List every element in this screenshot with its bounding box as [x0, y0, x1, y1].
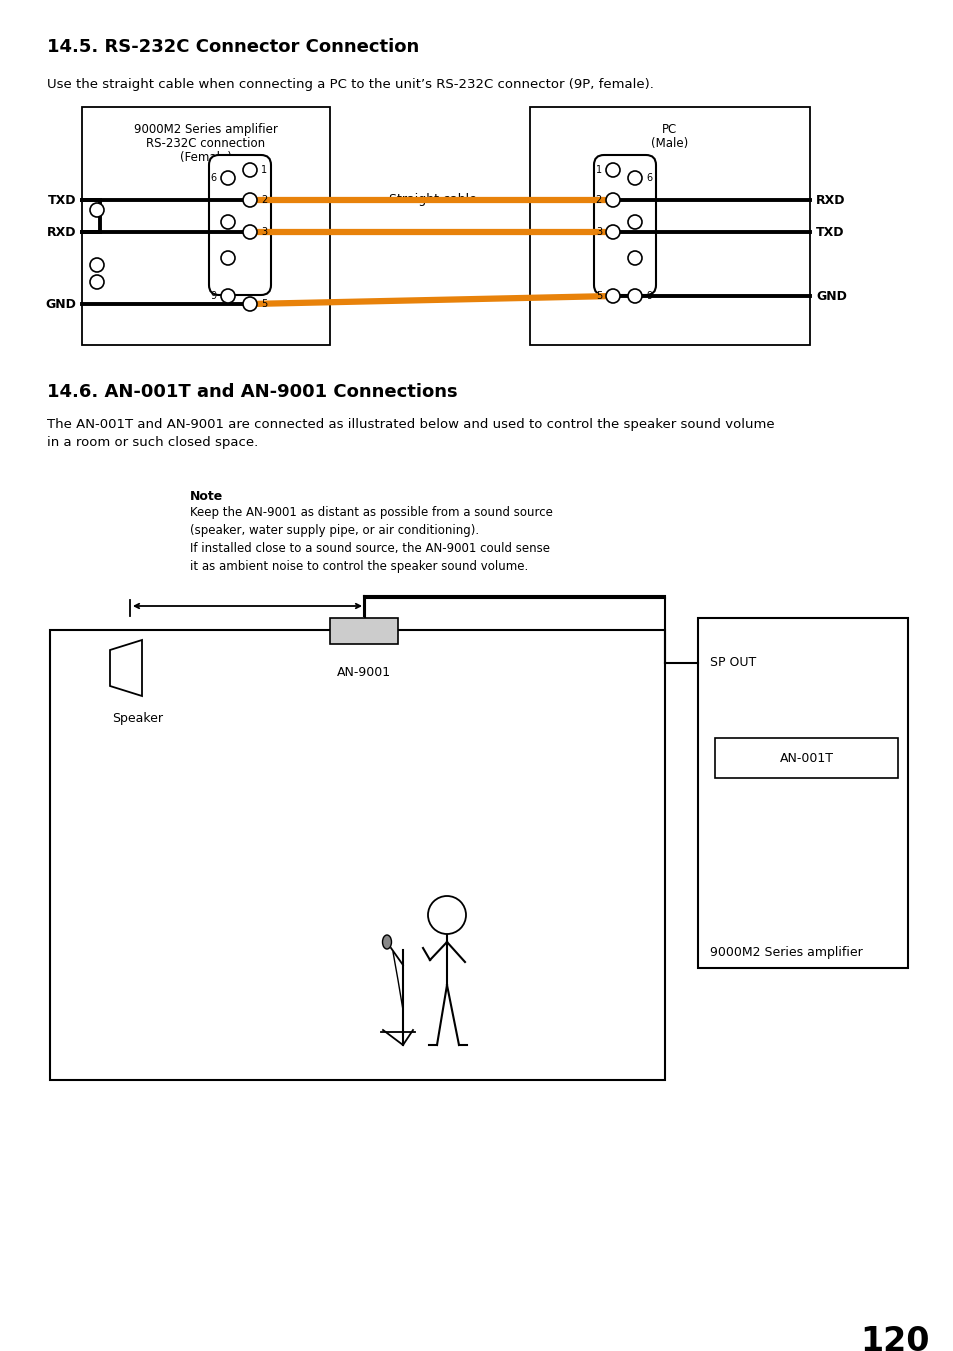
Text: SP OUT: SP OUT	[709, 657, 756, 669]
Ellipse shape	[382, 935, 391, 948]
Text: 9000M2 Series amplifier: 9000M2 Series amplifier	[709, 946, 862, 959]
Circle shape	[90, 258, 104, 272]
Bar	[50, 630, 664, 1079]
Text: RXD: RXD	[815, 193, 844, 207]
Circle shape	[243, 193, 256, 207]
Circle shape	[605, 193, 619, 207]
Text: 5: 5	[595, 290, 601, 301]
Circle shape	[605, 226, 619, 239]
Text: Use the straight cable when connecting a PC to the unit’s RS-232C connector (9P,: Use the straight cable when connecting a…	[47, 78, 653, 91]
Circle shape	[221, 251, 234, 265]
Circle shape	[243, 163, 256, 177]
Bar	[82, 107, 330, 345]
Text: 2: 2	[261, 195, 267, 205]
Circle shape	[243, 297, 256, 311]
Text: 9: 9	[645, 290, 652, 301]
Polygon shape	[110, 640, 142, 696]
Text: 9000M2 Series amplifier: 9000M2 Series amplifier	[134, 123, 277, 136]
Text: 120: 120	[860, 1325, 929, 1351]
Bar	[530, 107, 809, 345]
Text: Keep the AN-9001 as distant as possible from a sound source
(speaker, water supp: Keep the AN-9001 as distant as possible …	[190, 507, 553, 573]
Circle shape	[627, 289, 641, 303]
Text: Straight cable: Straight cable	[388, 193, 476, 207]
Circle shape	[221, 289, 234, 303]
Text: TXD: TXD	[815, 226, 843, 239]
Text: 9: 9	[211, 290, 216, 301]
Text: 5: 5	[261, 299, 267, 309]
Text: (Female): (Female)	[180, 151, 232, 163]
Circle shape	[428, 896, 465, 934]
Circle shape	[221, 172, 234, 185]
Bar	[714, 738, 897, 778]
Circle shape	[627, 215, 641, 230]
Circle shape	[605, 289, 619, 303]
Text: 6: 6	[645, 173, 652, 182]
Text: 1: 1	[596, 165, 601, 176]
Text: AN-001T: AN-001T	[779, 751, 833, 765]
Text: GND: GND	[815, 289, 846, 303]
Text: GND: GND	[45, 297, 76, 311]
Text: (Male): (Male)	[651, 136, 688, 150]
Circle shape	[627, 251, 641, 265]
Circle shape	[243, 226, 256, 239]
Text: Speaker: Speaker	[112, 712, 163, 725]
Bar	[698, 617, 907, 969]
Bar	[330, 617, 397, 644]
Text: 1: 1	[261, 165, 267, 176]
Text: AN-9001: AN-9001	[336, 666, 391, 680]
Text: TXD: TXD	[48, 193, 76, 207]
Circle shape	[90, 276, 104, 289]
Text: 14.5. RS-232C Connector Connection: 14.5. RS-232C Connector Connection	[47, 38, 418, 55]
FancyBboxPatch shape	[594, 155, 656, 295]
Text: PC: PC	[661, 123, 677, 136]
Text: 14.6. AN-001T and AN-9001 Connections: 14.6. AN-001T and AN-9001 Connections	[47, 382, 457, 401]
FancyBboxPatch shape	[209, 155, 271, 295]
Text: 2: 2	[595, 195, 601, 205]
Text: RXD: RXD	[47, 226, 76, 239]
Text: 3: 3	[261, 227, 267, 236]
Text: Note: Note	[190, 490, 223, 503]
Circle shape	[221, 215, 234, 230]
Circle shape	[605, 163, 619, 177]
Text: RS-232C connection: RS-232C connection	[146, 136, 265, 150]
Circle shape	[627, 172, 641, 185]
Text: 3: 3	[596, 227, 601, 236]
Circle shape	[90, 203, 104, 218]
Text: 6: 6	[211, 173, 216, 182]
Text: The AN-001T and AN-9001 are connected as illustrated below and used to control t: The AN-001T and AN-9001 are connected as…	[47, 417, 774, 449]
